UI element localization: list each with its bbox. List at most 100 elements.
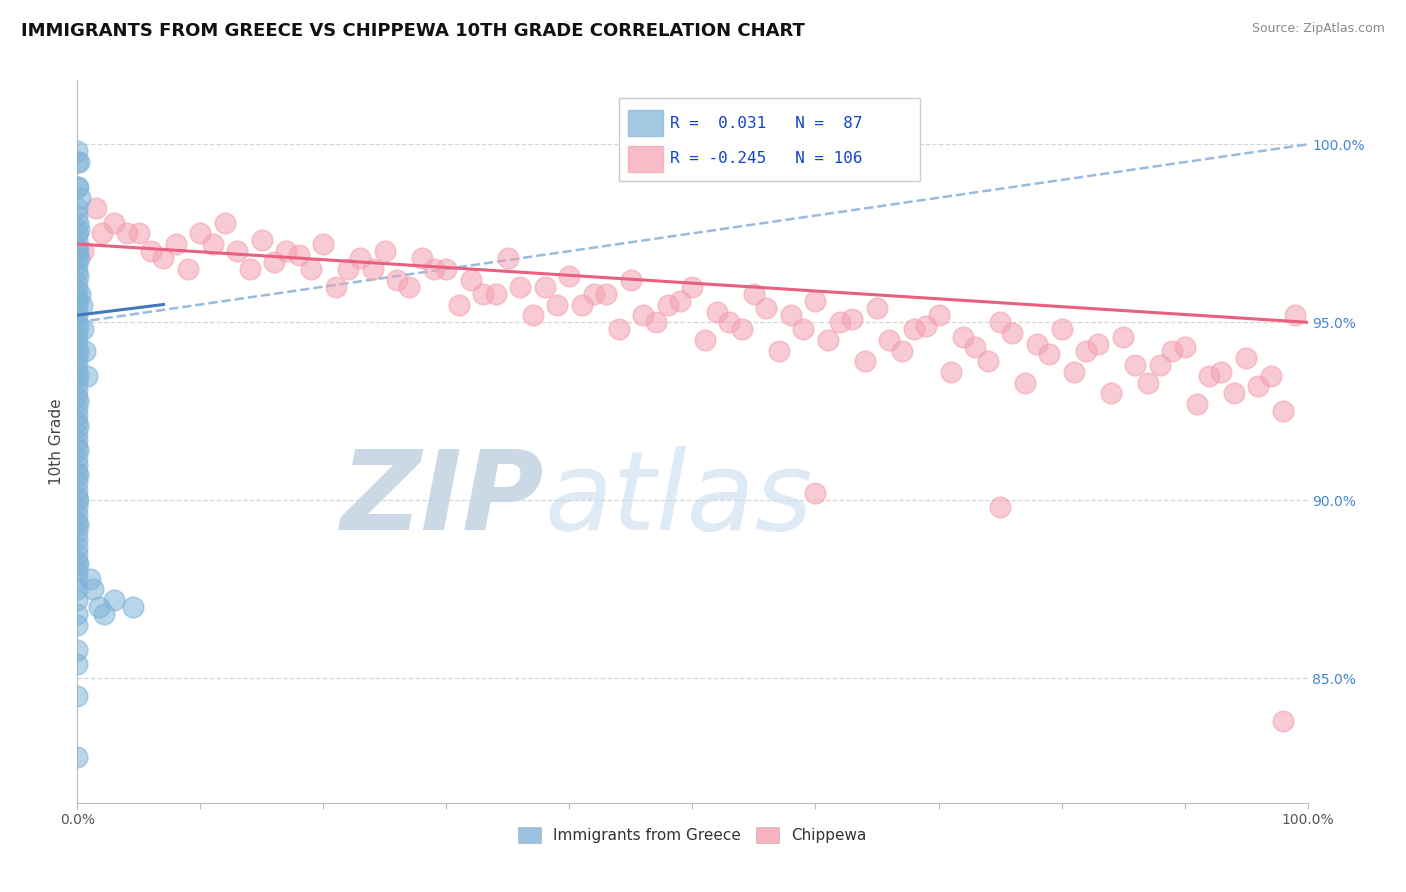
Point xyxy=(72,322,94,336)
Point xyxy=(66,252,89,266)
Point xyxy=(509,279,531,293)
Point xyxy=(385,272,409,286)
Point xyxy=(1284,308,1306,322)
Point xyxy=(67,443,90,458)
Point xyxy=(66,401,89,415)
Point xyxy=(682,279,704,293)
Bar xyxy=(628,145,664,171)
Point xyxy=(841,311,863,326)
Point xyxy=(128,227,150,241)
Point xyxy=(66,234,89,248)
Point xyxy=(66,490,89,504)
Point xyxy=(66,301,89,315)
Point xyxy=(66,547,89,561)
Point xyxy=(165,237,187,252)
Point xyxy=(988,315,1011,329)
Legend: Immigrants from Greece, Chippewa: Immigrants from Greece, Chippewa xyxy=(512,822,873,849)
Point xyxy=(66,540,89,554)
Point xyxy=(558,268,581,283)
Point xyxy=(66,383,89,397)
Point xyxy=(69,191,91,205)
Point xyxy=(1149,358,1171,372)
Point xyxy=(67,468,90,483)
Point xyxy=(1211,365,1233,379)
Point xyxy=(66,376,89,390)
FancyBboxPatch shape xyxy=(619,98,920,181)
Point xyxy=(583,286,606,301)
Point xyxy=(70,297,93,311)
Point xyxy=(67,244,90,259)
Point xyxy=(67,418,90,433)
Point xyxy=(718,315,741,329)
Point xyxy=(325,279,347,293)
Point xyxy=(76,368,98,383)
Point xyxy=(1125,358,1147,372)
Point xyxy=(436,261,458,276)
Point xyxy=(93,607,115,622)
Point xyxy=(1063,365,1085,379)
Point xyxy=(214,216,236,230)
Text: ZIP: ZIP xyxy=(342,446,546,553)
Point xyxy=(780,308,803,322)
Point xyxy=(312,237,335,252)
Point xyxy=(1272,714,1295,728)
Point xyxy=(522,308,544,322)
Point xyxy=(66,607,89,622)
Point xyxy=(411,252,433,266)
Point xyxy=(115,227,138,241)
Point xyxy=(66,145,89,159)
Point xyxy=(67,518,90,533)
Point xyxy=(952,329,974,343)
Point xyxy=(472,286,495,301)
Point xyxy=(939,365,962,379)
Point xyxy=(67,155,90,169)
Point xyxy=(423,261,446,276)
Text: atlas: atlas xyxy=(546,446,814,553)
Point xyxy=(1001,326,1024,340)
Point xyxy=(67,293,90,308)
Point xyxy=(66,689,89,703)
Point xyxy=(67,268,90,283)
Point xyxy=(546,297,568,311)
Text: Source: ZipAtlas.com: Source: ZipAtlas.com xyxy=(1251,22,1385,36)
Point xyxy=(82,582,104,597)
Point xyxy=(1247,379,1270,393)
Point xyxy=(817,333,839,347)
Point xyxy=(496,252,519,266)
Point xyxy=(67,558,90,572)
Point xyxy=(263,254,285,268)
Point xyxy=(66,565,89,579)
Point xyxy=(72,244,94,259)
Point xyxy=(965,340,987,354)
Point xyxy=(66,500,89,515)
Point xyxy=(66,326,89,340)
Point xyxy=(1272,404,1295,418)
Point xyxy=(977,354,1000,368)
Point xyxy=(853,354,876,368)
Point xyxy=(66,493,89,508)
Point xyxy=(66,358,89,372)
Point xyxy=(66,525,89,540)
Point xyxy=(67,368,90,383)
Point xyxy=(66,265,89,279)
Point xyxy=(66,408,89,422)
Point xyxy=(1223,386,1246,401)
Point xyxy=(928,308,950,322)
Point xyxy=(276,244,298,259)
Point xyxy=(1087,336,1109,351)
Point xyxy=(66,533,89,547)
Point xyxy=(830,315,852,329)
Point xyxy=(693,333,716,347)
Point xyxy=(141,244,163,259)
Point xyxy=(534,279,557,293)
Point xyxy=(66,508,89,522)
Point xyxy=(879,333,901,347)
Point xyxy=(66,333,89,347)
Point xyxy=(1234,351,1257,365)
Point xyxy=(706,304,728,318)
Point xyxy=(731,322,754,336)
Point xyxy=(288,248,311,262)
Point xyxy=(1185,397,1208,411)
Point xyxy=(66,593,89,607)
Point xyxy=(66,241,89,255)
